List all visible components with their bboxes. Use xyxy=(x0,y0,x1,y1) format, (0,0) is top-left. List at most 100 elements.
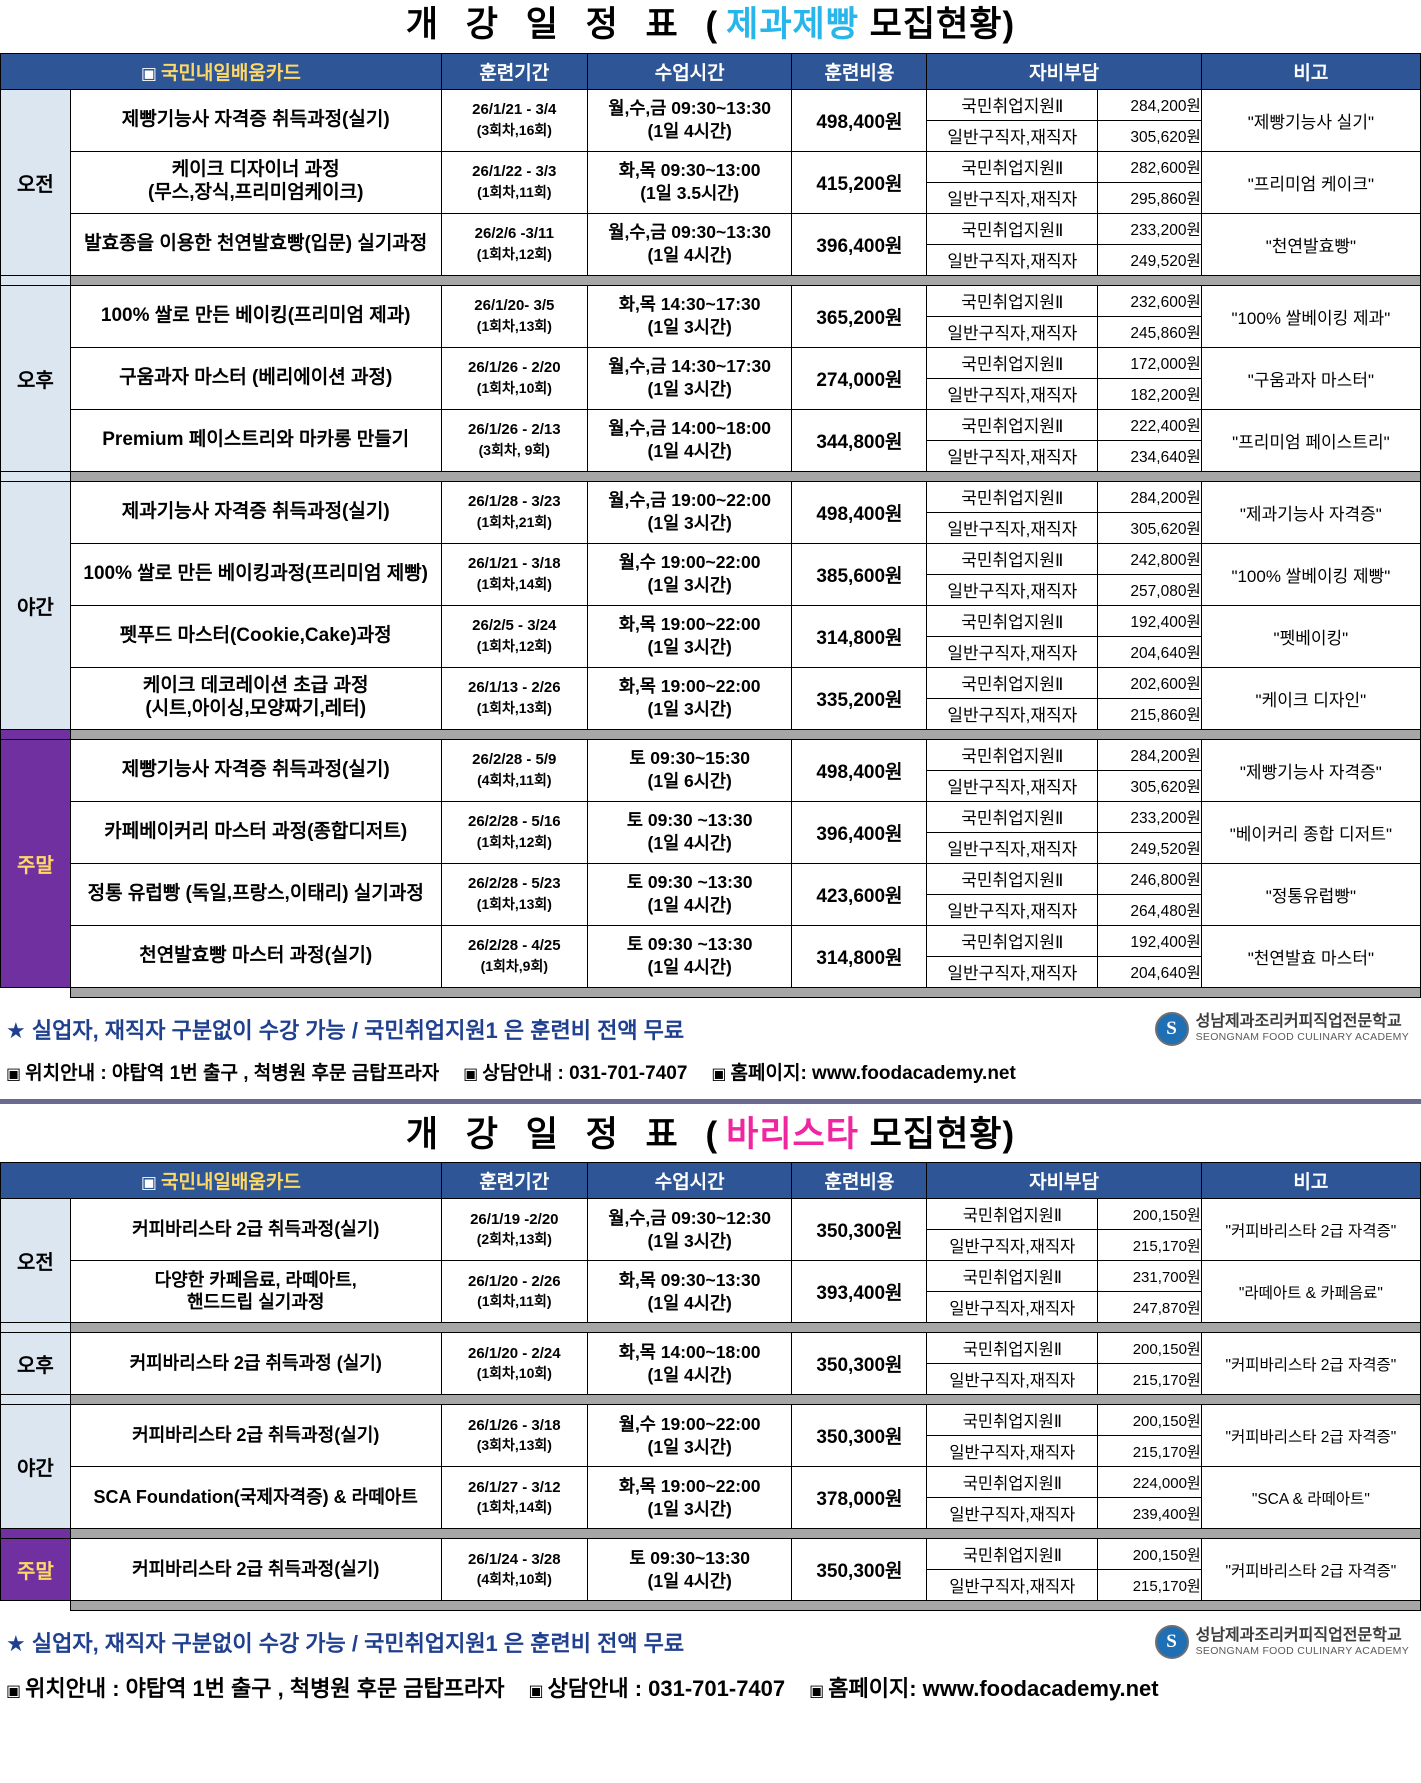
consult-icon: ▣ xyxy=(528,1683,544,1700)
selfpay-amount: 242,800원 xyxy=(1097,542,1202,575)
training-period: 26/2/28 - 5/23 (1회차,13회) xyxy=(440,862,588,926)
course-name: 천연발효빵 마스터 과정(실기) xyxy=(69,924,442,988)
course-note: "천연발효 마스터" xyxy=(1200,924,1421,988)
training-period: 26/1/26 - 2/20 (1회차,10회) xyxy=(440,346,588,410)
course-note: "제빵기능사 실기" xyxy=(1200,88,1421,152)
course-note: "커피바리스타 2급 자격증" xyxy=(1200,1198,1421,1261)
footer-homepage[interactable]: ▣ 홈페이지: www.foodacademy.net xyxy=(809,1671,1158,1703)
selfpay-amount: 224,000원 xyxy=(1097,1466,1202,1498)
class-time: 화,목 19:00~22:00 (1일 3시간) xyxy=(586,604,793,668)
section-divider xyxy=(0,1098,1421,1104)
baking-title-accent: 제과제빵 xyxy=(726,5,859,44)
period-label-오전: 오전 xyxy=(0,88,71,276)
barista-title-suffix: 모집현황) xyxy=(858,1114,1016,1154)
location-icon: ▣ xyxy=(6,1683,22,1700)
course-note: "케이크 디자인" xyxy=(1200,666,1421,730)
table-row: 일반구직자,재직자 215,170원 xyxy=(1,1229,1421,1261)
training-period: 26/1/21 - 3/18 (1회차,14회) xyxy=(440,542,588,606)
selfpay-subject: 일반구직자,재직자 xyxy=(926,1435,1099,1467)
footer-homepage-label[interactable]: 홈페이지: www.foodacademy.net xyxy=(828,1676,1159,1701)
course-note: "천연발효빵" xyxy=(1200,212,1421,276)
separator-band xyxy=(69,470,1421,482)
baking-table-body: 오전 제빵기능사 자격증 취득과정(실기) 26/1/21 - 3/4 (3회차,16… xyxy=(0,88,1421,998)
period-label-오후: 오후 xyxy=(0,284,71,472)
selfpay-amount: 239,400원 xyxy=(1097,1497,1202,1529)
table-row: 일반구직자,재직자 305,620원 xyxy=(1,511,1421,544)
selfpay-amount: 232,600원 xyxy=(1097,284,1202,317)
logo-name-ko: 성남제과조리커피직업전문학교 xyxy=(1195,1013,1402,1031)
training-period: 26/1/20 - 2/24 (1회차,10회) xyxy=(440,1332,588,1395)
card-icon: ▣ xyxy=(140,63,157,83)
training-cost: 378,000원 xyxy=(791,1466,928,1529)
class-time: 월,수 19:00~22:00 (1일 3시간) xyxy=(586,542,793,606)
footer-location-label: 위치안내 : 야탑역 1번 출구 , 척병원 후문 금탑프라자 xyxy=(25,1676,505,1701)
col-header-period: 훈련기간 xyxy=(440,52,588,90)
selfpay-subject: 일반구직자,재직자 xyxy=(926,573,1099,606)
course-note: "100% 쌀베이킹 제빵" xyxy=(1200,542,1421,606)
period-label-오후: 오후 xyxy=(0,1332,71,1395)
group-separator xyxy=(0,1600,1421,1611)
course-note: "베이커리 종합 디저트" xyxy=(1200,800,1421,864)
selfpay-amount: 284,200원 xyxy=(1097,480,1202,513)
baking-title: 개 강 일 정 표 (제과제빵 모집현황) xyxy=(0,0,1421,53)
course-note: "펫베이킹" xyxy=(1200,604,1421,668)
separator-band xyxy=(69,728,1421,740)
selfpay-subject: 일반구직자,재직자 xyxy=(926,831,1099,864)
course-note: "커피바리스타 2급 자격증" xyxy=(1200,1332,1421,1395)
selfpay-subject: 국민취업지원Ⅱ xyxy=(926,604,1099,637)
course-note: "SCA & 라떼아트" xyxy=(1200,1466,1421,1529)
selfpay-amount: 215,170원 xyxy=(1097,1363,1202,1395)
class-time: 화,목 14:00~18:00 (1일 4시간) xyxy=(586,1332,793,1395)
separator-left xyxy=(0,1322,71,1333)
col-header-period: 훈련기간 xyxy=(440,1162,588,1199)
consult-icon: ▣ xyxy=(463,1065,479,1083)
separator-band xyxy=(69,1600,1421,1611)
training-cost: 365,200원 xyxy=(791,284,928,348)
promo-text: ★ 실업자, 재직자 구분없이 수강 가능 / 국민취업지원1 은 훈련비 전액… xyxy=(6,1013,684,1045)
selfpay-subject: 일반구직자,재직자 xyxy=(926,769,1099,802)
training-cost: 393,400원 xyxy=(791,1260,928,1323)
training-cost: 350,300원 xyxy=(791,1198,928,1261)
selfpay-subject: 국민취업지원Ⅱ xyxy=(926,346,1099,379)
selfpay-subject: 국민취업지원Ⅱ xyxy=(926,1198,1099,1230)
table-row: 일반구직자,재직자 257,080원 xyxy=(1,573,1421,606)
baking-title-suffix: 모집현황) xyxy=(858,5,1016,44)
footer-consult: ▣ 상담안내 : 031-701-7407 xyxy=(463,1058,687,1085)
homepage-icon: ▣ xyxy=(809,1683,825,1700)
promo-text: ★ 실업자, 재직자 구분없이 수강 가능 / 국민취업지원1 은 훈련비 전액… xyxy=(6,1626,684,1658)
selfpay-subject: 국민취업지원Ⅱ xyxy=(926,284,1099,317)
course-name: 정통 유럽빵 (독일,프랑스,이태리) 실기과정 xyxy=(69,862,442,926)
selfpay-subject: 일반구직자,재직자 xyxy=(926,1497,1099,1529)
class-time: 월,수 19:00~22:00 (1일 3시간) xyxy=(586,1404,793,1467)
selfpay-amount: 200,150원 xyxy=(1097,1538,1202,1570)
training-period: 26/2/28 - 4/25 (1회차,9회) xyxy=(440,924,588,988)
selfpay-amount: 215,860원 xyxy=(1097,697,1202,730)
selfpay-amount: 222,400원 xyxy=(1097,408,1202,441)
course-note: "커피바리스타 2급 자격증" xyxy=(1200,1404,1421,1467)
selfpay-amount: 249,520원 xyxy=(1097,831,1202,864)
footer-homepage[interactable]: ▣ 홈페이지: www.foodacademy.net xyxy=(711,1058,1015,1085)
course-note: "정통유럽빵" xyxy=(1200,862,1421,926)
training-cost: 498,400원 xyxy=(791,88,928,152)
training-cost: 350,300원 xyxy=(791,1404,928,1467)
footer-info-row: ▣ 위치안내 : 야탑역 1번 출구 , 척병원 후문 금탑프라자 ▣ 상담안내 :… xyxy=(0,1661,1421,1709)
logo-name-en: SEONGNAM FOOD CULINARY ACADEMY xyxy=(1195,1031,1409,1043)
class-time: 토 09:30~15:30 (1일 6시간) xyxy=(586,738,793,802)
selfpay-subject: 국민취업지원Ⅱ xyxy=(926,800,1099,833)
period-label-주말: 주말 xyxy=(0,738,71,988)
training-period: 26/1/13 - 2/26 (1회차,13회) xyxy=(440,666,588,730)
star-icon: ★ xyxy=(6,1017,26,1043)
selfpay-amount: 233,200원 xyxy=(1097,212,1202,245)
table-row: 야간 제과기능사 자격증 취득과정(실기) 26/1/28 - 3/23 (1회차,2… xyxy=(0,480,1421,730)
course-name: 제과기능사 자격증 취득과정(실기) xyxy=(69,480,442,544)
table-row: 오후 100% 쌀로 만든 베이킹(프리미엄 제과) 26/1/20- 3/5 (1회… xyxy=(0,284,1421,472)
footer-homepage-label[interactable]: 홈페이지: www.foodacademy.net xyxy=(730,1062,1016,1084)
barista-title-prefix: 개 강 일 정 표 ( xyxy=(405,1114,727,1154)
class-time: 화,목 19:00~22:00 (1일 3시간) xyxy=(586,1466,793,1529)
table-row: 일반구직자,재직자 249,520원 xyxy=(1,243,1421,276)
table-row: 구움과자 마스터 (베리에이션 과정) 26/1/26 - 2/20 (1회차,10… xyxy=(1,346,1421,410)
baking-title-prefix: 개 강 일 정 표 ( xyxy=(405,5,727,44)
selfpay-subject: 일반구직자,재직자 xyxy=(926,1291,1099,1323)
selfpay-subject: 국민취업지원Ⅱ xyxy=(926,1404,1099,1436)
training-period: 26/2/28 - 5/16 (1회차,12회) xyxy=(440,800,588,864)
